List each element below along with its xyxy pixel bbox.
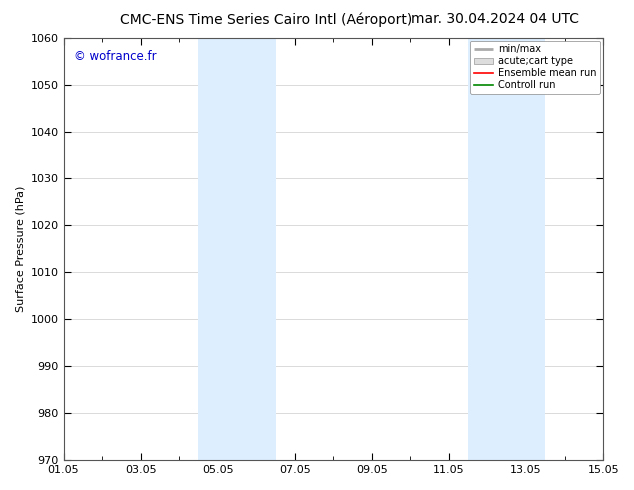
Bar — [469, 38, 507, 460]
Bar — [198, 38, 237, 460]
Y-axis label: Surface Pressure (hPa): Surface Pressure (hPa) — [15, 186, 25, 312]
Legend: min/max, acute;cart type, Ensemble mean run, Controll run: min/max, acute;cart type, Ensemble mean … — [470, 41, 600, 94]
Text: mar. 30.04.2024 04 UTC: mar. 30.04.2024 04 UTC — [411, 12, 578, 26]
Text: CMC-ENS Time Series Cairo Intl (Aéroport): CMC-ENS Time Series Cairo Intl (Aéroport… — [120, 12, 412, 27]
Text: © wofrance.fr: © wofrance.fr — [74, 50, 157, 63]
Bar — [507, 38, 545, 460]
Bar — [237, 38, 276, 460]
